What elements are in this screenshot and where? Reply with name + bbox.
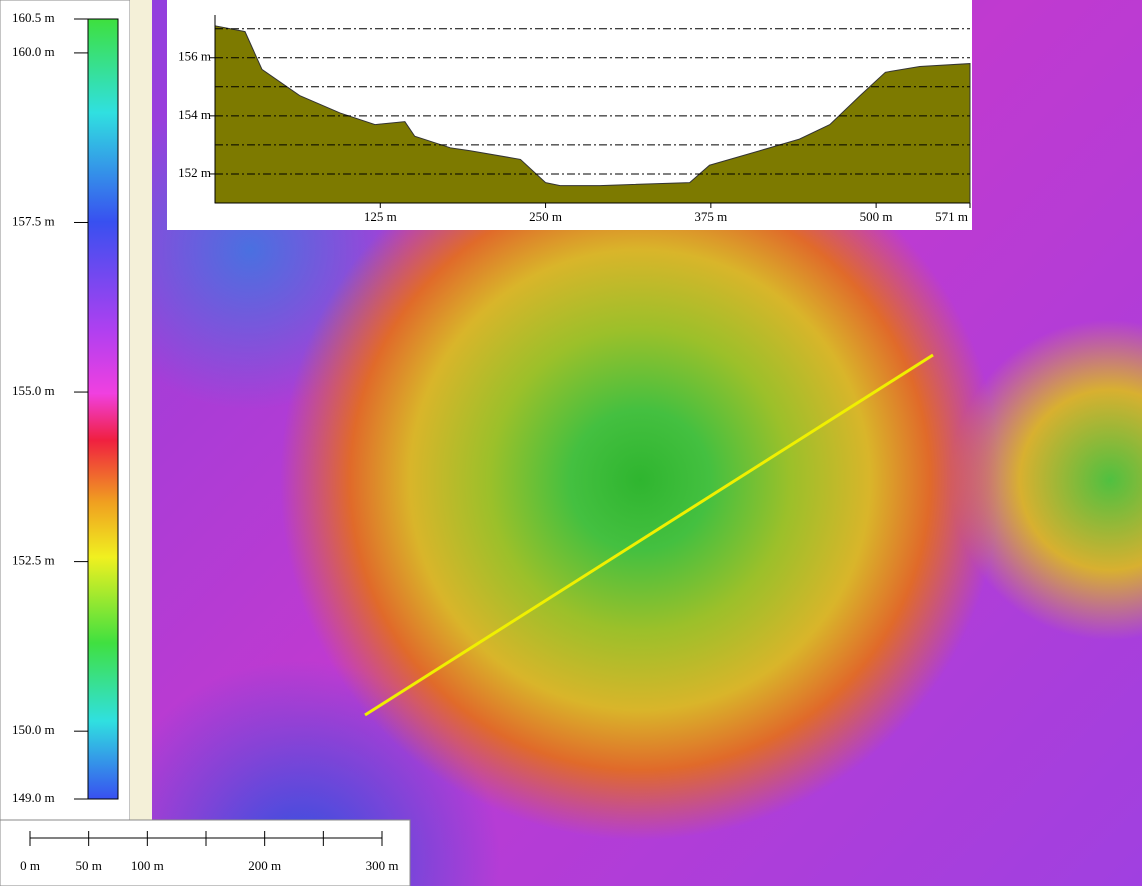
legend-label: 152.5 m bbox=[12, 553, 55, 568]
scale-label: 0 m bbox=[20, 858, 40, 873]
legend-margin bbox=[130, 0, 152, 820]
x-tick-label: 571 m bbox=[935, 209, 968, 224]
scale-panel bbox=[0, 819, 411, 886]
scale-label: 100 m bbox=[131, 858, 164, 873]
legend-label: 150.0 m bbox=[12, 722, 55, 737]
y-tick-label: 154 m bbox=[178, 107, 211, 122]
y-tick-label: 156 m bbox=[178, 49, 211, 64]
legend-label: 160.5 m bbox=[12, 10, 55, 25]
legend-label: 157.5 m bbox=[12, 213, 55, 228]
x-tick-label: 250 m bbox=[529, 209, 562, 224]
legend-label: 155.0 m bbox=[12, 383, 55, 398]
profile-area bbox=[214, 25, 971, 204]
scale-label: 300 m bbox=[366, 858, 399, 873]
color-ramp bbox=[87, 18, 119, 800]
y-tick-label: 152 m bbox=[178, 165, 211, 180]
x-tick-label: 375 m bbox=[694, 209, 727, 224]
x-tick-label: 500 m bbox=[860, 209, 893, 224]
legend-label: 160.0 m bbox=[12, 44, 55, 59]
x-tick-label: 125 m bbox=[364, 209, 397, 224]
scale-label: 200 m bbox=[248, 858, 281, 873]
scale-label: 50 m bbox=[75, 858, 101, 873]
legend-label: 149.0 m bbox=[12, 790, 55, 805]
profile-line bbox=[364, 353, 934, 717]
